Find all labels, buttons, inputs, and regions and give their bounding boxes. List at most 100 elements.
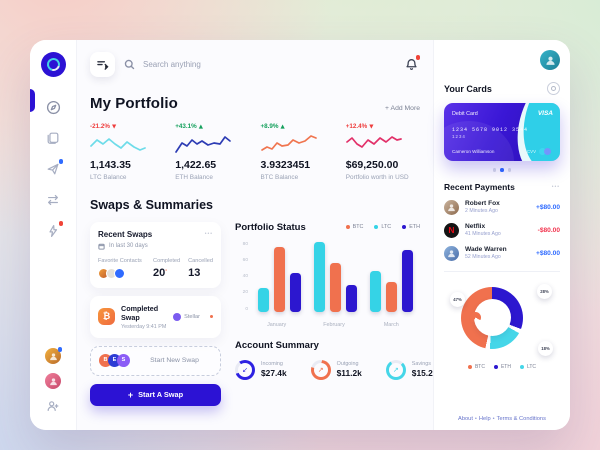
bar-btc (273, 246, 285, 312)
cancelled-count: 13 (188, 266, 201, 279)
allocation-chart-area: 28% 18% 47% (444, 278, 560, 362)
notification-dot-blue (58, 159, 63, 164)
summary-label: Savings (411, 361, 431, 367)
legend-label: LTC (526, 363, 537, 370)
person-icon (540, 50, 560, 70)
stat-card-btc[interactable]: +8.9% ▲ 3.9323451 BTC Balance (261, 123, 335, 181)
plus-icon: + (127, 389, 134, 400)
stat-value: 3.9323451 (260, 159, 311, 171)
summary-value: $27.4k (261, 368, 287, 378)
search-input[interactable] (141, 58, 393, 70)
notifications-button[interactable] (402, 55, 420, 73)
payee-name: Wade Warren (465, 245, 507, 253)
payee-avatar (444, 199, 459, 215)
sidebar-item-documents[interactable] (45, 130, 61, 146)
completed-swap-time: Yesterday 9:41 PM (121, 323, 167, 330)
bar-eth (345, 285, 357, 312)
favorite-contacts-label: Favorite Contacts (98, 257, 142, 264)
stat-card-eth[interactable]: +43.1% ▲ 1,422.65 ETH Balance (175, 123, 249, 181)
donut-legend: BTC ETH LTC (444, 364, 560, 370)
summary-label: Outgoing (336, 361, 359, 367)
sidebar-item-send[interactable] (45, 159, 63, 177)
avatar-status-dot (57, 347, 62, 352)
favorite-contacts-avatars[interactable] (98, 267, 145, 279)
pagination-dot[interactable] (507, 168, 512, 172)
main-content: My Portfolio + Add More -21.2%▼ 1,143.35… (77, 40, 437, 431)
footer-link-terms[interactable]: Terms & Conditions (496, 416, 546, 422)
legend-label: BTC (352, 224, 364, 230)
cvv-label: CVV (526, 149, 536, 154)
payment-row-robert-fox[interactable]: Robert Fox 2 Minutes Ago +$80.00 (444, 199, 560, 215)
active-nav-indicator (30, 89, 35, 112)
summary-incoming: ↙ Incoming $27.4k (235, 359, 287, 380)
payee-avatar (444, 245, 459, 261)
search-bar[interactable] (124, 58, 393, 70)
payment-time: 41 Minutes Ago (465, 231, 501, 238)
completed-swap-card[interactable]: ₿ Completed Swap Yesterday 9:41 PM Stell… (90, 295, 221, 338)
donut-label-ltc: 18% (538, 340, 553, 356)
change-value: -21.2% (90, 123, 110, 130)
change-value: +43.1% (175, 123, 197, 130)
sidebar-avatar-1[interactable] (45, 347, 62, 364)
arrow-up-right-icon: ↗ (392, 365, 399, 374)
legend-dot-eth (493, 364, 498, 369)
legend-label: ETH (500, 363, 511, 370)
trend-up-icon: ▲ (280, 123, 285, 130)
card-type-label: Debit Card (452, 111, 478, 117)
add-user-button[interactable] (46, 399, 60, 418)
payment-row-wade-warren[interactable]: Wade Warren 52 Minutes Ago +$80.00 (444, 245, 560, 261)
bar-group-january (257, 242, 301, 312)
bar-chart-legend: BTC LTC ETH (345, 224, 420, 230)
bar-group-february (313, 241, 357, 312)
sidebar-item-swaps[interactable] (45, 192, 61, 208)
bar-btc (329, 263, 341, 312)
footer-link-about[interactable]: About (458, 416, 473, 422)
payee-name: Netflix (465, 222, 486, 230)
card-settings-icon[interactable] (547, 82, 560, 95)
account-summary-title: Account Summary (235, 339, 319, 351)
status-dot (210, 315, 213, 318)
payment-row-netflix[interactable]: N Netflix 41 Minutes Ago -$80.00 (444, 222, 560, 238)
bar-eth (402, 250, 414, 312)
add-user-icon (47, 401, 59, 411)
legend-dot-ltc (374, 225, 379, 229)
sidebar-avatar-2[interactable] (45, 373, 61, 389)
recent-swaps-title: Recent Swaps (98, 229, 153, 239)
topbar (90, 49, 420, 79)
menu-toggle-button[interactable] (90, 51, 115, 77)
start-a-swap-button[interactable]: + Start A Swap (90, 383, 221, 406)
bar-ltc (257, 287, 269, 312)
add-more-button[interactable]: + Add More (385, 105, 420, 112)
change-value: +12.4% (345, 123, 368, 130)
period-label: In last 30 days (109, 243, 148, 249)
stat-label: ETH Balance (175, 173, 213, 181)
footer-link-help[interactable]: Help (478, 416, 491, 422)
footer-links: About • Help • Terms & Conditions (444, 407, 560, 422)
user-avatar[interactable] (540, 50, 560, 70)
more-menu-icon[interactable]: ••• (204, 231, 213, 237)
more-menu-icon[interactable]: ••• (551, 183, 560, 190)
status-column: Portfolio Status BTC LTC ETH 80 60 40 20 0 (235, 222, 437, 431)
sparkline-usd (345, 134, 420, 155)
card-pagination (444, 168, 560, 172)
pagination-dot[interactable] (492, 168, 497, 172)
notification-dot-red (58, 221, 63, 226)
stat-label: Portfolio worth in USD (345, 173, 409, 181)
stat-value: $69,250.00 (345, 159, 399, 171)
payee-name: Robert Fox (465, 199, 500, 207)
separator: • (492, 416, 495, 422)
stat-card-ltc[interactable]: -21.2% ▼ 1,143.35 LTC Balance (90, 123, 164, 181)
sidebar-item-insights[interactable] (45, 221, 63, 239)
stat-card-usd[interactable]: +12.4% ▼ $69,250.00 Portfolio worth in US… (346, 123, 420, 181)
app-logo[interactable] (40, 52, 66, 77)
pagination-dot-active[interactable] (500, 168, 504, 172)
debit-card[interactable]: Debit Card VISA 1234 5678 9012 3544 1234… (444, 103, 560, 161)
compass-icon (46, 100, 60, 114)
sidebar-item-dashboard[interactable] (45, 99, 61, 115)
contact-avatar[interactable] (114, 267, 125, 279)
card-number-secondary: 1234 (452, 135, 466, 140)
sparkline-btc (260, 134, 335, 155)
account-summary-items: ↙ Incoming $27.4k ↗ Outgoing $11.2k ↗ Savi… (235, 359, 437, 380)
